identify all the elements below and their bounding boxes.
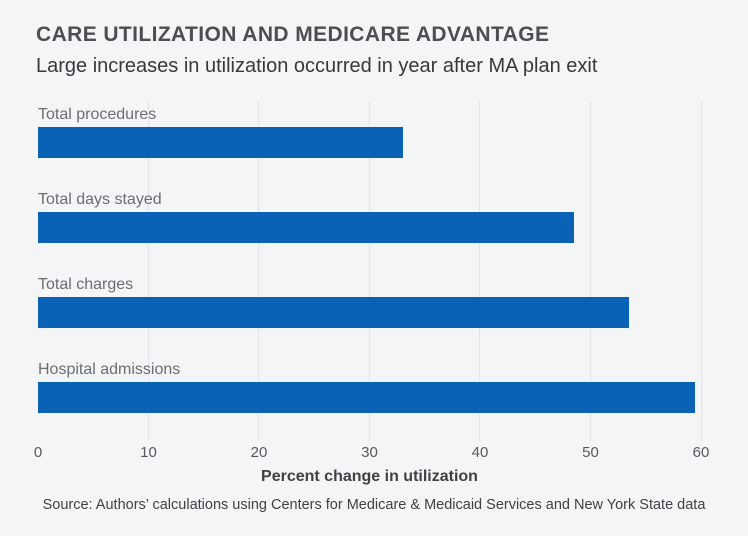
gridline <box>369 101 370 441</box>
page-subtitle: Large increases in utilization occurred … <box>36 55 598 77</box>
x-axis-label: Percent change in utilization <box>261 468 478 485</box>
bar <box>38 382 696 413</box>
bar-row: Total procedures <box>38 101 701 186</box>
gridlines <box>38 101 702 441</box>
bar-row: Total charges <box>38 271 701 356</box>
bar-category-label: Hospital admissions <box>38 361 181 378</box>
bar-rows: Total procedures Total days stayed Total c… <box>38 101 701 441</box>
bar <box>38 127 403 158</box>
bar <box>38 212 574 243</box>
x-tick-label: 0 <box>33 444 43 461</box>
source-note: Source: Authors’ calculations using Cent… <box>42 497 706 513</box>
page-title: CARE UTILIZATION AND MEDICARE ADVANTAGE <box>36 23 550 46</box>
bar-category-label: Total charges <box>38 276 134 293</box>
x-tick-label: 20 <box>250 444 268 461</box>
gridline <box>147 101 149 441</box>
gridline <box>590 101 591 441</box>
gridline <box>258 101 260 441</box>
plot-area: Total procedures Total days stayed Total c… <box>38 101 702 441</box>
x-tick-label: 40 <box>471 444 489 461</box>
bar-category-label: Total procedures <box>38 106 157 123</box>
gridline <box>479 101 481 441</box>
bar-category-label: Total days stayed <box>38 191 162 208</box>
x-tick-label: 30 <box>361 444 378 461</box>
gridline <box>700 101 702 441</box>
x-tick-label: 50 <box>582 444 599 461</box>
bar <box>38 297 630 328</box>
x-tick-label: 10 <box>140 444 157 461</box>
x-axis-tick-labels: 0 10 20 30 40 50 60 <box>34 444 710 462</box>
bar-row: Total days stayed <box>38 186 701 271</box>
bar-row: Hospital admissions <box>38 356 701 441</box>
x-tick-label: 60 <box>692 444 710 461</box>
